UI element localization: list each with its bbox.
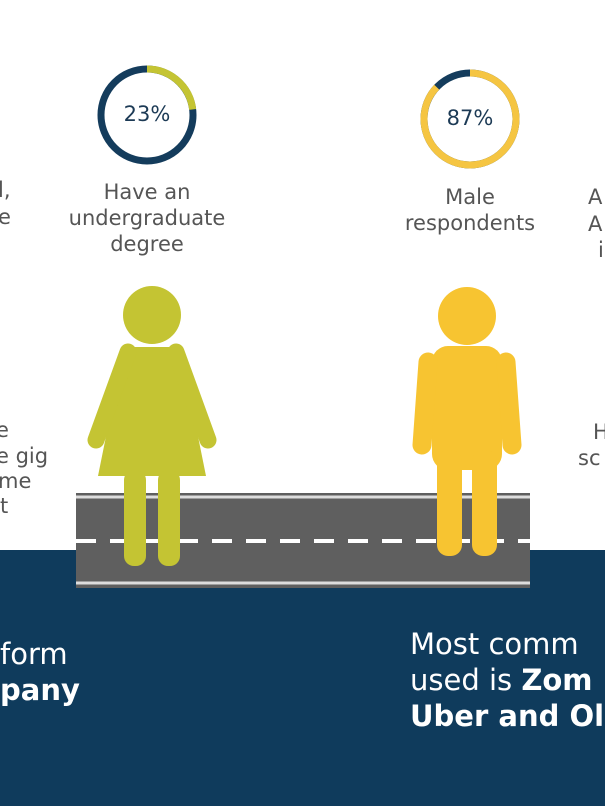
caption: degree	[110, 232, 184, 256]
fragment: H	[593, 420, 605, 444]
fragment: e	[0, 418, 9, 442]
fragment: sc	[578, 446, 601, 470]
fragment: form	[0, 637, 68, 671]
headline: used is Zom	[410, 663, 593, 697]
caption: Male	[445, 185, 495, 209]
headline: Most comm	[410, 627, 579, 661]
fragment: me	[0, 469, 31, 493]
woman-figure	[87, 286, 217, 566]
ring-arc	[420, 69, 520, 169]
caption: Have an	[104, 180, 191, 204]
fragment: i	[598, 238, 604, 262]
fragment: A	[588, 185, 603, 209]
ring-label: 87%	[447, 106, 494, 130]
headline: Uber and Ol	[410, 699, 604, 733]
man-figure	[412, 287, 522, 556]
fragment: pany	[0, 673, 80, 707]
caption: respondents	[405, 211, 535, 235]
caption: undergraduate	[69, 206, 226, 230]
fragment: A	[588, 212, 603, 236]
headline-part: used is	[410, 663, 521, 697]
navy-band	[0, 550, 605, 806]
fragment: e gig	[0, 444, 48, 468]
ring-label: 23%	[124, 102, 171, 126]
fragment: l,	[0, 178, 11, 202]
ring-arc	[97, 65, 197, 165]
headline-part: Zom	[521, 663, 592, 697]
fragment: e	[0, 205, 11, 229]
fragment: t	[0, 494, 8, 518]
